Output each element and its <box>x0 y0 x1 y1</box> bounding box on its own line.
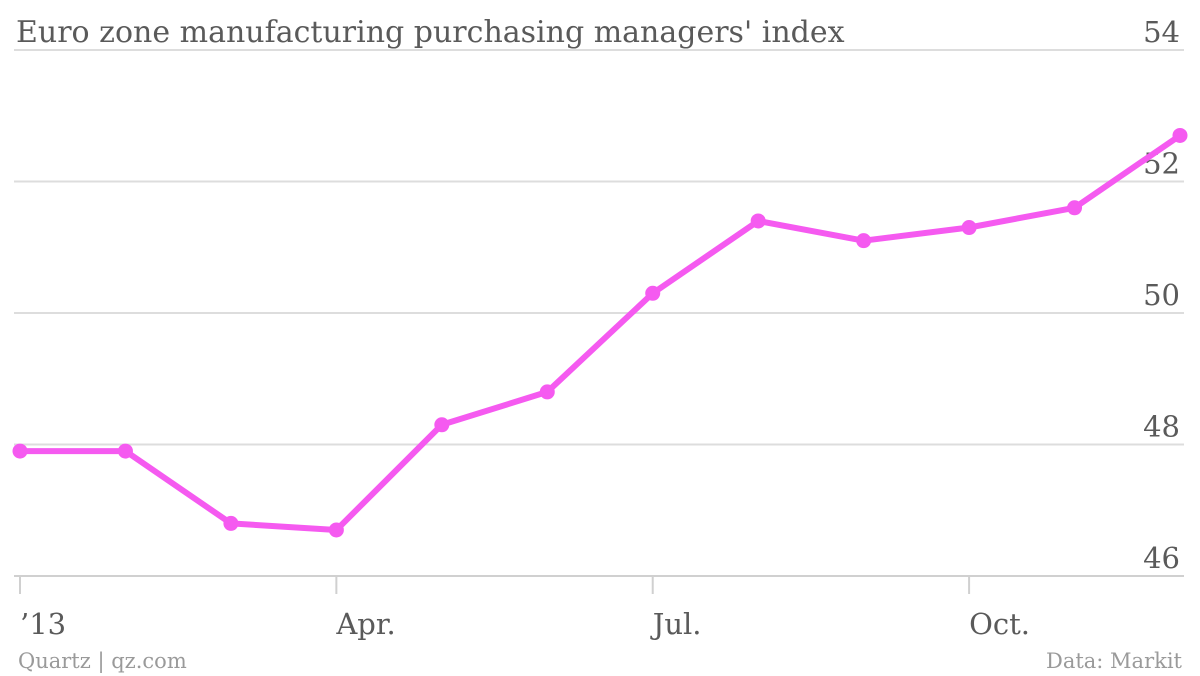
x-tick-label-1: Apr. <box>335 607 395 641</box>
data-point-2013-03 <box>223 515 239 531</box>
y-tick-label-48: 48 <box>1143 410 1180 444</box>
x-tick-label-0: ’13 <box>20 607 66 641</box>
data-point-2013-08 <box>750 213 766 229</box>
footer-source-left: Quartz | qz.com <box>18 649 187 674</box>
x-tick-label-2: Jul. <box>650 607 702 641</box>
data-point-2013-02 <box>117 443 133 459</box>
y-tick-labels: 46 48 50 52 54 <box>1143 15 1180 575</box>
gridlines <box>14 49 1184 446</box>
data-point-2013-01 <box>12 443 28 459</box>
data-point-2013-12 <box>1172 127 1188 143</box>
data-point-2013-11 <box>1067 200 1083 216</box>
data-points <box>12 127 1188 538</box>
y-tick-label-54: 54 <box>1143 15 1180 49</box>
data-point-2013-09 <box>856 233 872 249</box>
y-tick-label-52: 52 <box>1143 147 1180 181</box>
data-point-2013-07 <box>645 285 661 301</box>
x-tick-labels: ’13 Apr. Jul. Oct. <box>20 607 1030 641</box>
footer-source-right: Data: Markit <box>1046 649 1183 673</box>
x-tick-marks <box>19 576 971 594</box>
data-point-2013-04 <box>328 522 344 538</box>
data-point-2013-05 <box>434 417 450 433</box>
series-line <box>17 132 1183 533</box>
data-point-2013-06 <box>539 384 555 400</box>
chart-title: Euro zone manufacturing purchasing manag… <box>16 15 845 50</box>
data-point-2013-10 <box>961 220 977 236</box>
y-tick-label-50: 50 <box>1143 278 1180 312</box>
y-tick-label-46: 46 <box>1143 541 1180 575</box>
x-tick-label-3: Oct. <box>969 607 1030 641</box>
